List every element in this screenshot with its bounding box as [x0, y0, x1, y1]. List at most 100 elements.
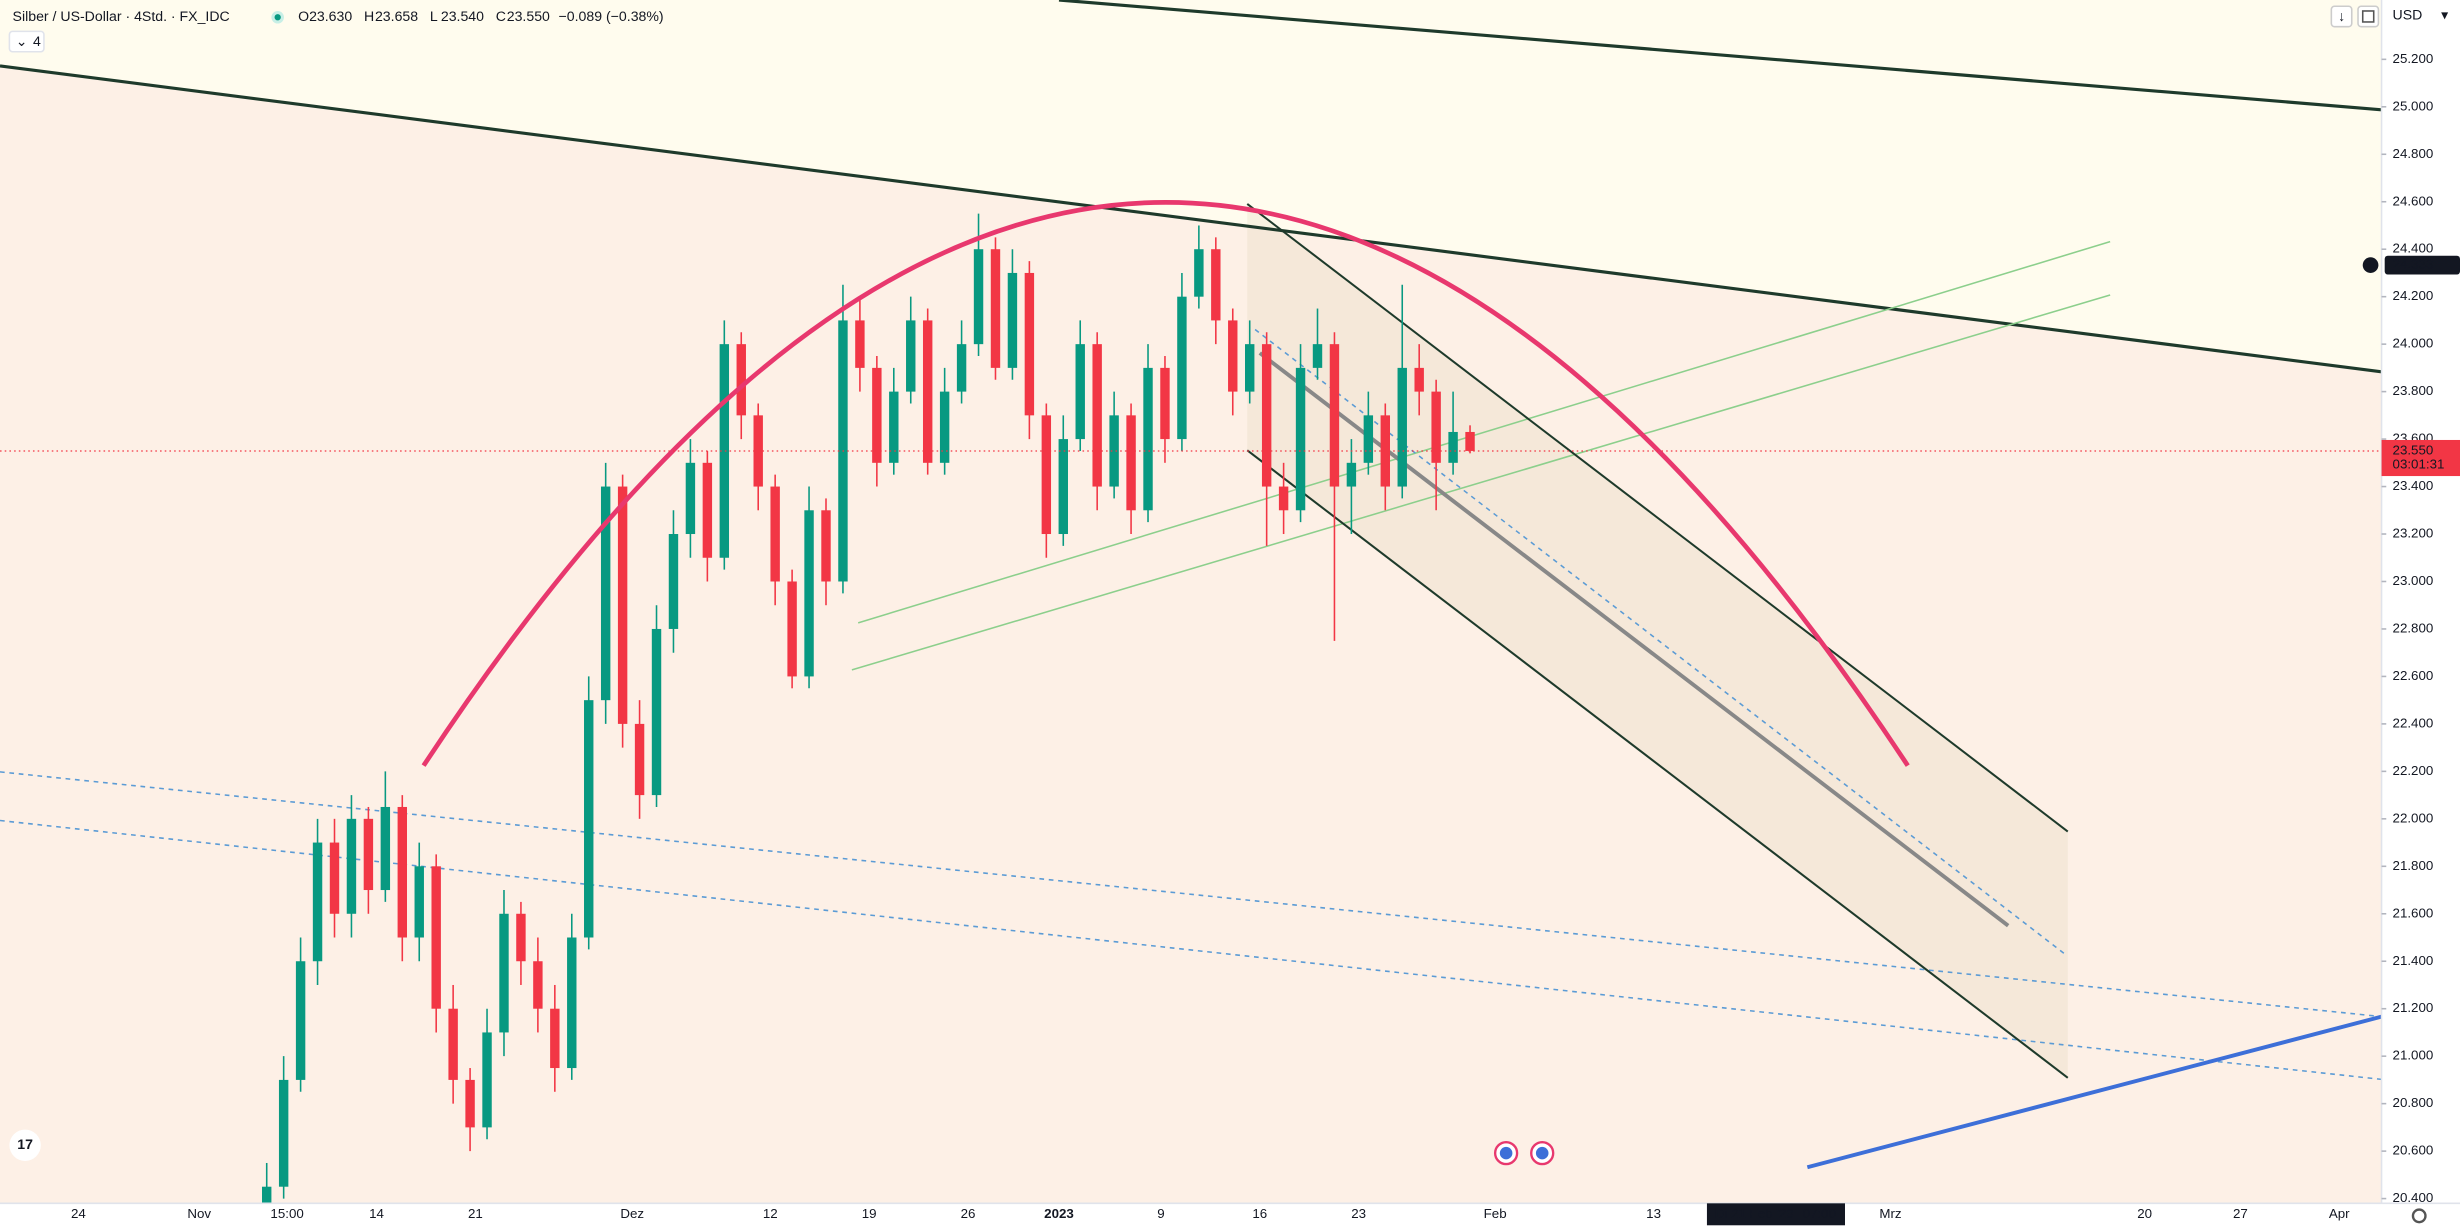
candle-body: [1278, 486, 1289, 511]
crosshair-date: Di 21 Feb '23: [1715, 1206, 1794, 1221]
last-price-tag: [2381, 439, 2460, 477]
ohlc-value: 23.658: [375, 8, 418, 24]
candle-body: [1465, 431, 1475, 451]
channel-lower: [1246, 449, 2069, 1079]
countdown: 03:01:31: [2393, 457, 2445, 472]
candle-body: [804, 510, 814, 677]
x-tick-label: 2023: [1044, 1206, 1074, 1221]
candle-body: [499, 913, 509, 1033]
candle-body: [634, 723, 645, 796]
candle-body: [431, 866, 441, 1009]
logo-bg: [9, 1129, 41, 1161]
y-tick-label: 24.800: [2393, 146, 2434, 161]
y-tick-label: 23.200: [2393, 526, 2434, 541]
candle-body: [329, 842, 340, 914]
x-tick-label: 12: [763, 1206, 778, 1221]
x-tick-label: 27: [2233, 1206, 2248, 1221]
candle-body: [787, 581, 797, 677]
change: −0.089 (−0.38%): [559, 8, 664, 24]
candle-body: [1448, 431, 1458, 463]
candle-body: [482, 1032, 492, 1128]
settings[interactable]: [2411, 1208, 2427, 1224]
y-tick-label: 21.200: [2393, 1000, 2434, 1015]
symbol-title: Silber / US-Dollar · 4Std. · FX_IDC: [13, 8, 230, 24]
event-flag-inner: [1499, 1146, 1513, 1160]
candle-body: [295, 961, 306, 1080]
candle-body: [1058, 439, 1068, 535]
candle-body: [872, 367, 882, 463]
green-line: [851, 294, 2111, 671]
y-tick-label: 21.600: [2393, 905, 2434, 920]
candle-body: [380, 806, 391, 891]
event-flag-inner: [1535, 1146, 1549, 1160]
blue-line: [1806, 1014, 2383, 1170]
add-button[interactable]: [2362, 257, 2379, 273]
trend-line: [1058, 0, 2382, 112]
candle-body: [363, 818, 374, 891]
candle-body: [1397, 367, 1407, 487]
candle-body: [465, 1079, 475, 1128]
ohlc-key: C: [496, 8, 506, 24]
candle-body: [1261, 344, 1272, 487]
x-tick-label: 19: [862, 1206, 877, 1221]
candle-body: [1177, 296, 1187, 440]
candle-body: [1228, 320, 1238, 392]
dashed-line: [0, 771, 2382, 1018]
ohlc-key: H: [364, 8, 374, 24]
y-tick-label: 20.400: [2393, 1190, 2434, 1205]
fit-icon: [2361, 10, 2375, 23]
candle-body: [533, 961, 543, 1009]
status-dot: [274, 14, 281, 21]
y-tick-label: 22.600: [2393, 668, 2434, 683]
candle-body: [600, 486, 611, 701]
candle-body: [550, 1008, 560, 1069]
y-tick-label: 25.200: [2393, 51, 2434, 66]
scroll-button[interactable]: [2330, 5, 2353, 28]
candle-body: [855, 320, 865, 368]
candle-body: [414, 866, 424, 938]
candle-body: [567, 937, 577, 1069]
candle-body: [1363, 415, 1374, 463]
logo[interactable]: 17: [17, 1136, 33, 1152]
price-axis-bg: [2381, 0, 2460, 1230]
collapse-button[interactable]: [8, 30, 45, 53]
green-line: [857, 240, 2111, 624]
x-tick-label: 23: [1351, 1206, 1366, 1221]
y-tick-label: 22.400: [2393, 715, 2434, 730]
y-tick-label: 22.200: [2393, 763, 2434, 778]
arc: [421, 200, 1910, 767]
x-tick-label: 20: [2137, 1206, 2152, 1221]
candle-body: [821, 510, 831, 582]
candle-body: [617, 486, 628, 724]
x-tick-label: 15:00: [270, 1206, 303, 1221]
x-tick-label: Dez: [620, 1206, 644, 1221]
candle-body: [262, 1186, 272, 1204]
currency[interactable]: USD: [2393, 6, 2423, 22]
channel-upper: [1246, 203, 2069, 833]
candle-body: [973, 249, 984, 345]
fit-button[interactable]: [2357, 5, 2380, 28]
x-tick-label: 24: [71, 1206, 86, 1221]
crosshair-tag: [1706, 1203, 1845, 1226]
x-tick-label: 26: [961, 1206, 976, 1221]
marker-price-tag: [2384, 255, 2460, 275]
add-icon: +: [2367, 257, 2375, 272]
y-tick-label: 20.800: [2393, 1095, 2434, 1110]
time-axis-bg: [0, 1203, 2382, 1230]
candle-body: [584, 700, 594, 938]
candle-body: [770, 486, 780, 582]
x-tick-label: Nov: [187, 1206, 211, 1221]
candle-body: [1414, 367, 1424, 392]
y-tick-label: 22.800: [2393, 620, 2434, 635]
x-tick-label: 9: [1157, 1206, 1164, 1221]
candle-body: [397, 806, 408, 938]
y-tick-label: 21.400: [2393, 953, 2434, 968]
currency-caret: ▾: [2441, 6, 2448, 22]
y-tick-label: 24.400: [2393, 241, 2434, 256]
ohlc-value: 23.550: [507, 8, 550, 24]
candle-body: [1126, 415, 1136, 511]
candle-body: [448, 1008, 458, 1080]
last-price-label: 23.550: [2393, 442, 2434, 457]
collapse-icon: ⌄: [16, 33, 28, 49]
